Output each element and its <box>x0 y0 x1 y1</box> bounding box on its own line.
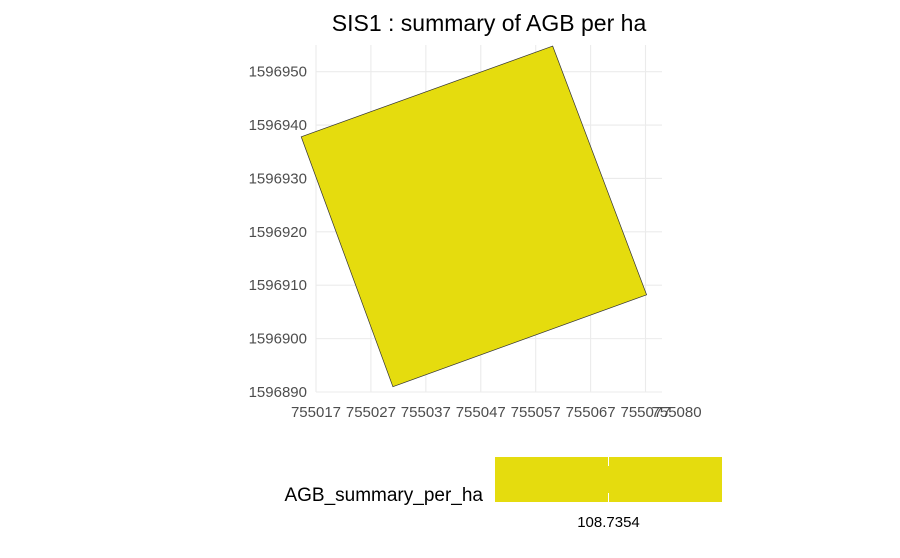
legend: AGB_summary_per_ha 108.7354 <box>284 457 722 531</box>
y-tick-label: 1596900 <box>249 331 307 348</box>
plot-polygon <box>300 45 648 388</box>
legend-value-label: 108.7354 <box>577 514 640 531</box>
x-tick-label: 755080 <box>652 404 702 421</box>
y-tick-label: 1596950 <box>249 64 307 81</box>
x-tick-label: 755047 <box>456 404 506 421</box>
x-tick-label: 755077 <box>620 404 670 421</box>
chart-title: SIS1 : summary of AGB per ha <box>332 10 647 36</box>
y-tick-label: 1596920 <box>249 224 307 241</box>
x-tick-label: 755017 <box>291 404 341 421</box>
y-tick-label: 1596940 <box>249 117 307 134</box>
y-axis: 1596890 1596900 1596910 1596920 1596930 15969… <box>249 64 307 401</box>
legend-title: AGB_summary_per_ha <box>284 485 483 506</box>
x-tick-label: 755027 <box>346 404 396 421</box>
x-axis: 755017 755027 755037 755047 755057 755067 7550… <box>291 404 702 421</box>
polygon-layer <box>300 45 648 388</box>
y-tick-label: 1596890 <box>249 384 307 401</box>
x-tick-label: 755037 <box>401 404 451 421</box>
x-tick-label: 755057 <box>511 404 561 421</box>
y-tick-label: 1596930 <box>249 170 307 187</box>
x-tick-label: 755067 <box>566 404 616 421</box>
y-tick-label: 1596910 <box>249 277 307 294</box>
